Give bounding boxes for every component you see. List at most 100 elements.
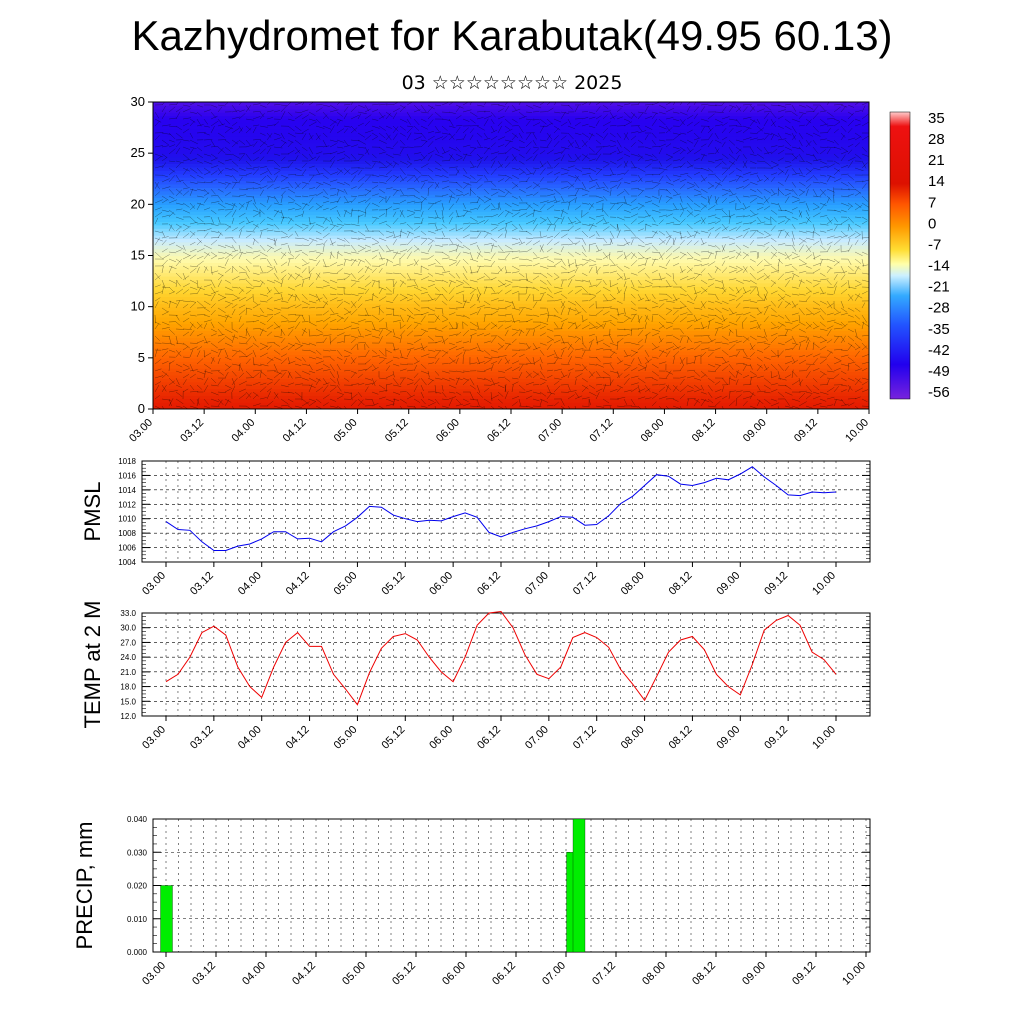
heatmap-band [153,248,869,253]
heatmap-band [153,200,869,205]
y-tick-label: 20 [131,196,145,211]
heatmap-band [153,364,869,369]
plot-frame [141,460,871,563]
x-tick-label: 09.12 [762,724,790,752]
wind-barbs [154,102,869,409]
heatmap-band [153,238,869,243]
x-tick-label: 04.12 [290,960,318,988]
x-tick-label: 03.00 [140,960,168,988]
x-tick-label: 09.00 [714,570,742,598]
y-tick-label: 1004 [118,558,136,567]
x-tick-label: 07.00 [523,570,551,598]
x-tick-label: 07.12 [571,570,599,598]
heatmap-band [153,125,869,130]
temperature-chart: 12.0 15.0 18.0 21.0 24.0 27.0 30.0 33.0 03.00 03.… [80,601,871,752]
y-tick-label: 21.0 [120,668,136,677]
colorbar-label: 14 [928,173,945,190]
heatmap-band [153,303,869,308]
x-tick-label: 08.12 [667,570,695,598]
y-tick-label: 1014 [118,486,136,495]
x-tick-label: 07.12 [590,960,618,988]
precipitation-chart: 0.000 0.010 0.020 0.030 0.040 03.00 03.12 04.00… [72,815,871,988]
heatmap-band [153,272,869,277]
heatmap-band [153,402,869,407]
heatmap-band [153,235,869,240]
precip-bar [572,818,586,953]
heatmap-band [153,173,869,178]
y-tick-label: 1016 [118,471,136,480]
heatmap-band [153,112,869,117]
heatmap-band [153,245,869,250]
x-tick-label: 04.12 [284,724,312,752]
heatmap-band [153,310,869,315]
heatmap-band [153,374,869,379]
heatmap-band [153,371,869,376]
heatmap-band [153,214,869,219]
x-tick-label: 06.12 [475,570,503,598]
x-tick-label: 06.00 [440,960,468,988]
heatmap-band [153,204,869,209]
colorbar-scale [889,111,911,400]
x-tick-label: 05.12 [390,960,418,988]
y-tick-label: 12.0 [120,712,136,721]
colorbar-label: 0 [928,215,936,232]
heatmap-band [153,142,869,147]
y-tick-label: 1018 [118,457,136,466]
x-tick-label: 04.12 [281,417,309,445]
colorbar-label: 21 [928,152,945,169]
y-tick-label: 0.020 [127,882,148,891]
x-tick-label: 04.00 [229,417,257,445]
heatmap-band [153,385,869,390]
x-tick-label: 09.00 [740,960,768,988]
y-tick-label: 33.0 [120,609,136,618]
heatmap-band [153,361,869,366]
heatmap-band [153,269,869,274]
colorbar-label: -28 [928,300,950,317]
x-tick-label: 06.00 [427,724,455,752]
y-tick-label: 1006 [118,544,136,553]
temperature-cross-section: 0 5 10 15 20 25 30 03.00 03.12 04.00 04.12 05.00 05.… [127,94,871,445]
y-tick-label: 1008 [118,529,136,538]
precip-bar [160,885,173,953]
x-tick-label: 07.12 [571,724,599,752]
y-tick-label: 1012 [118,500,136,509]
x-tick-label: 04.00 [236,570,264,598]
pmsl-series-line [165,466,837,551]
heatmap-band [153,136,869,141]
x-tick-label: 08.00 [640,960,668,988]
x-tick-label: 08.00 [639,417,667,445]
colorbar-label: -35 [928,321,950,338]
heatmap-band [153,340,869,345]
x-tick-label: 04.00 [236,724,264,752]
heatmap-band [153,170,869,175]
heatmap-band [153,279,869,284]
heatmap-band [153,241,869,246]
heatmap-band [153,296,869,301]
x-tick-label: 03.00 [127,417,155,445]
x-tick-label: 03.00 [140,570,168,598]
heatmap-band [153,327,869,332]
y-tick-label: 0.040 [127,815,148,824]
heatmap-band [153,289,869,294]
colorbar-label: -14 [928,258,950,275]
x-tick-label: 06.12 [490,960,518,988]
heatmap-band [153,391,869,396]
y-tick-label: 0.010 [127,915,148,924]
heatmap-band [153,231,869,236]
colorbar-label: 7 [928,194,936,211]
x-tick-label: 09.12 [790,960,818,988]
heatmap-band [153,299,869,304]
heatmap-fill [153,102,869,409]
heatmap-band [153,224,869,229]
heatmap-band [153,129,869,134]
heatmap-band [153,262,869,267]
heatmap-band [153,197,869,202]
heatmap-band [153,275,869,280]
x-tick-label: 07.12 [587,417,615,445]
heatmap-band [153,344,869,349]
heatmap-band [153,265,869,270]
x-tick-label: 07.00 [523,724,551,752]
y-tick-label: 10 [131,299,145,314]
heatmap-band [153,293,869,298]
